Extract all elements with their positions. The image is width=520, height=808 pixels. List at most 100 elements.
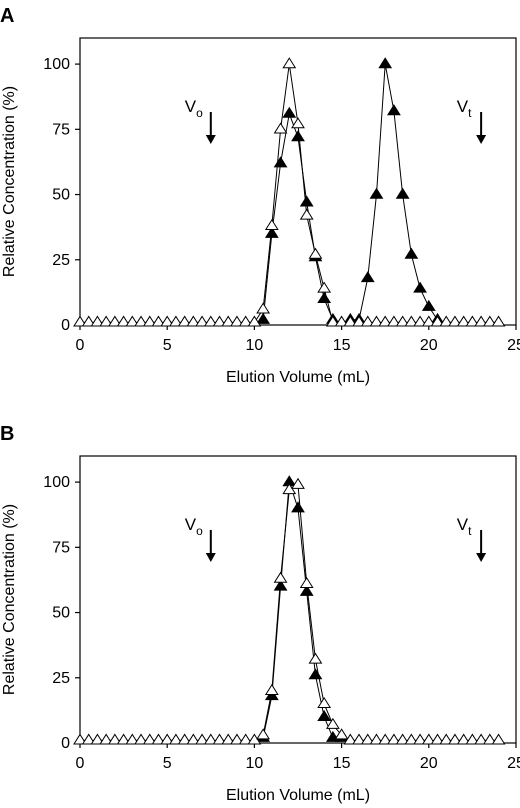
data-point-open bbox=[474, 315, 489, 327]
x-tick-label: 20 bbox=[420, 755, 438, 772]
annotation-label: Vt bbox=[457, 515, 472, 538]
data-point-open bbox=[360, 733, 375, 745]
data-point-open bbox=[116, 733, 131, 745]
data-point-open bbox=[413, 315, 427, 327]
data-point-open bbox=[491, 315, 506, 327]
data-point-open bbox=[404, 733, 419, 745]
x-tick-label: 10 bbox=[246, 337, 264, 354]
data-point-open bbox=[221, 733, 236, 745]
data-point-open bbox=[90, 733, 105, 745]
data-point-open bbox=[334, 315, 349, 327]
data-point-open bbox=[230, 733, 244, 745]
plot-frame bbox=[79, 455, 517, 744]
data-point-open bbox=[160, 733, 175, 745]
series-filled-triangles bbox=[262, 63, 438, 321]
data-point-open bbox=[107, 733, 122, 745]
x-tick-label: 5 bbox=[163, 337, 172, 354]
x-tick-label: 15 bbox=[333, 755, 351, 772]
data-point-open bbox=[107, 315, 122, 327]
data-point-open bbox=[439, 315, 454, 327]
data-point-open bbox=[90, 315, 105, 327]
plot-frame bbox=[79, 37, 517, 326]
data-point-open bbox=[212, 315, 227, 327]
panel-a: A 0 5 10 15 20 25 0 25 50 75 100 Elution Volume (mL)… bbox=[0, 5, 520, 386]
data-point-open bbox=[81, 315, 96, 327]
data-point-open bbox=[430, 315, 445, 327]
series-line bbox=[80, 483, 499, 741]
data-point-open bbox=[317, 281, 332, 293]
data-point-open bbox=[360, 315, 375, 327]
data-point-open bbox=[456, 733, 471, 745]
data-point-filled bbox=[256, 312, 271, 324]
data-point-open bbox=[195, 315, 209, 327]
data-point-open bbox=[308, 247, 323, 259]
data-point-open bbox=[230, 315, 244, 327]
data-point-open bbox=[195, 733, 209, 745]
x-axis-label: Elution Volume (mL) bbox=[226, 369, 370, 386]
data-point-filled bbox=[378, 57, 393, 69]
data-point-open bbox=[99, 733, 114, 745]
annotation-label: Vo bbox=[185, 515, 203, 538]
data-point-open bbox=[413, 733, 427, 745]
data-point-open bbox=[317, 696, 332, 709]
data-point-open bbox=[203, 733, 218, 745]
data-point-filled bbox=[387, 104, 401, 116]
data-point-open bbox=[73, 315, 87, 327]
data-point-filled bbox=[264, 226, 279, 238]
data-point-open bbox=[465, 733, 480, 745]
x-tick-label: 15 bbox=[333, 337, 351, 354]
data-point-open bbox=[273, 122, 288, 134]
data-point-open bbox=[160, 315, 175, 327]
data-point-open bbox=[125, 315, 140, 327]
data-point-open bbox=[456, 315, 471, 327]
data-point-open bbox=[430, 733, 445, 745]
data-point-open bbox=[134, 733, 148, 745]
data-point-open bbox=[169, 733, 183, 745]
panel-label: A bbox=[0, 5, 14, 27]
data-point-open bbox=[142, 315, 157, 327]
data-point-open bbox=[404, 315, 419, 327]
data-point-filled bbox=[299, 584, 314, 596]
x-tick-label: 20 bbox=[420, 337, 438, 354]
data-point-open bbox=[474, 733, 489, 745]
data-point-open bbox=[448, 733, 462, 745]
panel-label: B bbox=[0, 423, 14, 445]
data-point-open bbox=[238, 315, 253, 327]
data-point-filled bbox=[369, 187, 384, 199]
data-point-filled bbox=[282, 106, 297, 118]
annotation-arrow-head bbox=[205, 553, 216, 562]
data-point-open bbox=[125, 733, 140, 745]
data-point-open bbox=[395, 733, 410, 745]
data-point-open bbox=[308, 652, 323, 664]
data-point-open bbox=[264, 218, 279, 231]
data-point-open bbox=[291, 477, 305, 489]
data-point-open bbox=[256, 302, 271, 314]
annotation-subscript: o bbox=[196, 106, 203, 120]
data-point-open bbox=[291, 117, 305, 129]
x-tick-label: 0 bbox=[76, 755, 85, 772]
data-point-filled bbox=[308, 668, 323, 680]
annotation-main: V bbox=[457, 515, 469, 534]
data-point-filled bbox=[404, 247, 419, 259]
data-point-open bbox=[73, 733, 87, 745]
data-point-open bbox=[352, 733, 366, 745]
data-point-open bbox=[369, 733, 384, 745]
data-point-open bbox=[99, 315, 114, 327]
data-point-filled bbox=[360, 271, 375, 283]
data-point-open bbox=[395, 315, 410, 327]
data-point-open bbox=[299, 576, 314, 588]
data-point-open bbox=[334, 728, 349, 740]
data-point-filled bbox=[395, 187, 410, 199]
data-point-open bbox=[325, 315, 340, 327]
x-tick-label: 25 bbox=[507, 755, 520, 772]
data-point-open bbox=[203, 315, 218, 327]
data-point-open bbox=[343, 315, 358, 327]
y-axis-label: Relative Concentration (%) bbox=[1, 86, 18, 277]
data-point-open bbox=[247, 315, 262, 327]
y-axis-label: Relative Concentration (%) bbox=[1, 504, 18, 695]
y-tick-label: 0 bbox=[61, 735, 70, 752]
data-point-open bbox=[238, 733, 253, 745]
data-point-open bbox=[325, 717, 340, 729]
data-point-open bbox=[421, 733, 436, 745]
data-point-filled bbox=[317, 292, 332, 304]
